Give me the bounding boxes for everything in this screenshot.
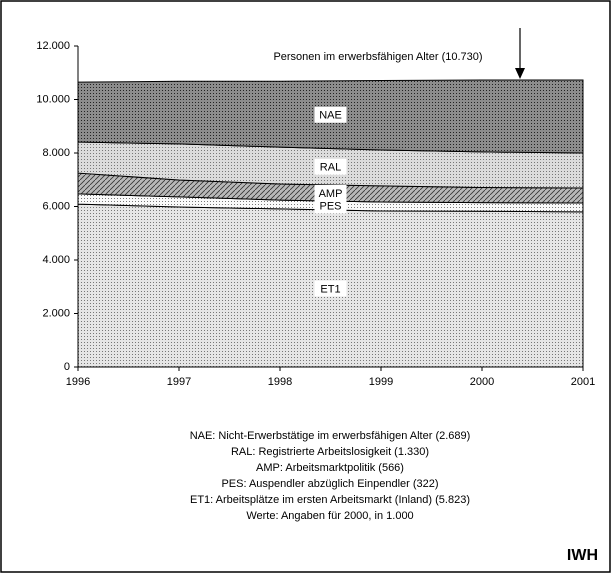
x-tick-label: 1999 [369, 376, 393, 388]
annotation-arrowhead [515, 68, 525, 79]
y-tick-label: 10.000 [36, 93, 70, 105]
y-tick-label: 12.000 [36, 40, 70, 52]
area-label: NAE [314, 106, 347, 123]
x-tick-label: 1996 [66, 376, 90, 388]
area-label-text: NAE [319, 110, 342, 122]
note: ET1: Arbeitsplätze im ersten Arbeitsmark… [190, 494, 470, 506]
area-label-box [314, 280, 347, 297]
area-label-box [314, 106, 347, 123]
x-tick-label: 2001 [571, 376, 595, 388]
area-label: ET1 [314, 280, 347, 297]
annotation: Personen im erwerbsfähigen Alter (10.730… [273, 51, 482, 63]
x-tick-label: 1997 [167, 376, 191, 388]
source: IWH [567, 547, 598, 564]
x-tick-label: 1998 [268, 376, 292, 388]
y-tick-label: 4.000 [42, 254, 70, 266]
y-tick-label: 6.000 [42, 200, 70, 212]
note: PES: Auspendler abzüglich Einpendler (32… [221, 478, 438, 490]
note: RAL: Registrierte Arbeitslosigkeit (1.33… [231, 446, 429, 458]
area-label: AMP [314, 184, 347, 201]
area-label: RAL [314, 158, 347, 175]
y-tick-label: 0 [64, 361, 70, 373]
y-tick-label: 8.000 [42, 147, 70, 159]
area-label-box [314, 197, 347, 214]
area-label-text: ET1 [320, 283, 340, 295]
note: AMP: Arbeitsmarktpolitik (566) [256, 462, 404, 474]
note: NAE: Nicht-Erwerbstätige im erwerbsfähig… [190, 430, 471, 442]
area-label-box [314, 158, 347, 175]
area-label-text: AMP [319, 188, 343, 200]
area-label-text: PES [319, 200, 341, 212]
area-label-box [314, 184, 347, 201]
area-label-text: RAL [320, 162, 341, 174]
y-tick-label: 2.000 [42, 307, 70, 319]
area-label: PES [314, 197, 347, 214]
x-tick-label: 2000 [470, 376, 494, 388]
note: Werte: Angaben für 2000, in 1.000 [246, 510, 413, 522]
